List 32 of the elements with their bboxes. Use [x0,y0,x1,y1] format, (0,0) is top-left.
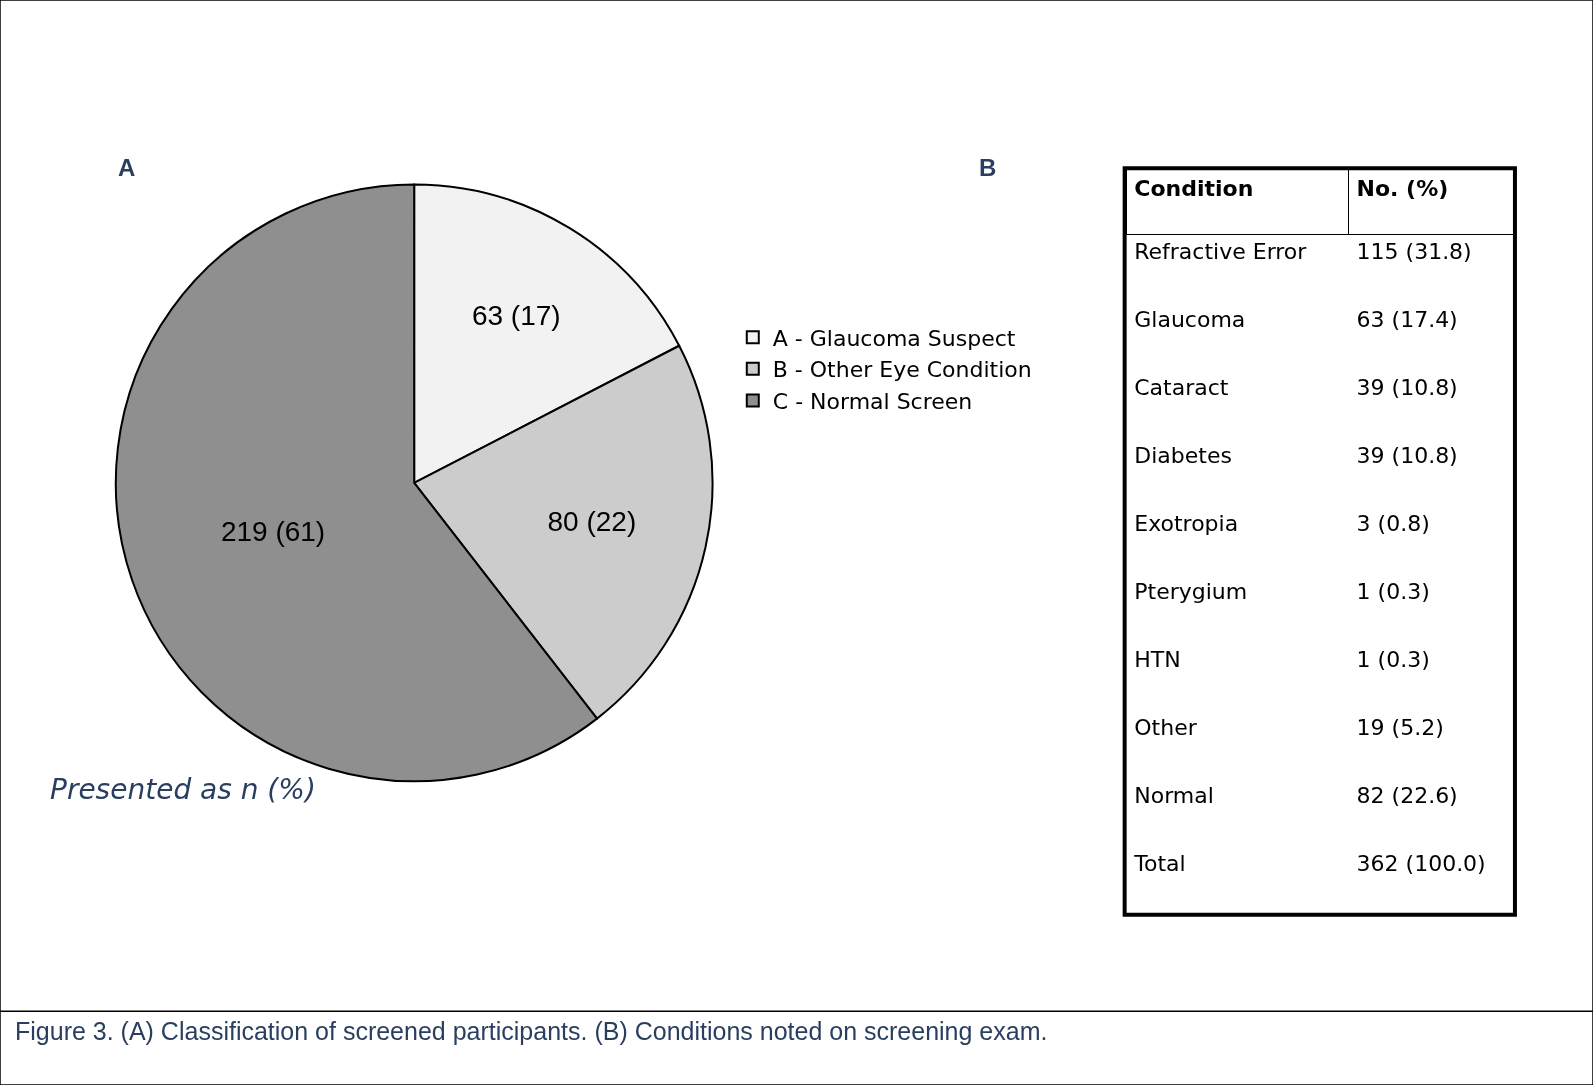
text: 3 (0.8) [1356,510,1430,536]
text: 1 (0.3) [1356,578,1430,604]
text: 82 (22.6) [1356,782,1458,808]
text: No. (%) [1356,176,1449,202]
category-label: HTN [1134,646,1181,672]
legend-label: A - Glaucoma Suspect [772,325,1016,351]
data-label: 219 (61) [220,515,326,547]
caption: Figure 3. (A) Classification of screened participants. (B) Conditions noted on screening exam. [15,1017,1048,1045]
category-label: Exotropia [1134,510,1239,536]
category-label: Refractive Error [1134,238,1308,264]
text: 19 (5.2) [1356,714,1444,740]
category-label: Diabetes [1134,442,1232,468]
legend-label: B - Other Eye Condition [772,357,1032,383]
category-label: Normal [1134,782,1214,808]
chart-title: A [118,154,136,181]
text: 1 (0.3) [1356,646,1430,672]
data-label: 80 (22) [547,506,637,538]
category-label: Pterygium [1134,578,1248,604]
category-label: Other [1134,714,1198,740]
data-label: 63 (17) [471,299,561,331]
text: 362 (100.0) [1356,850,1486,876]
text: 63 (17.4) [1356,306,1458,332]
text: 39 (10.8) [1356,442,1458,468]
legend-label: C - Normal Screen [772,388,973,414]
text: Condition [1134,176,1254,202]
category-label: Cataract [1134,374,1229,400]
category-label: Glaucoma [1134,306,1246,332]
text: B [979,154,997,181]
text: 115 (31.8) [1356,238,1472,264]
text: Presented as n (%) [50,773,316,806]
text: 39 (10.8) [1356,374,1458,400]
category-label: Total [1133,850,1186,876]
